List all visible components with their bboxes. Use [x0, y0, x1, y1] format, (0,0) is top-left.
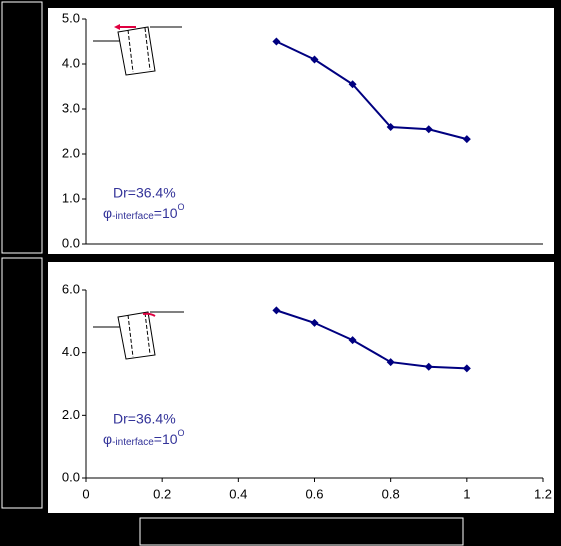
- y-tick-label: 5.0: [62, 10, 80, 25]
- x-tick-label: 0.6: [305, 486, 323, 501]
- data-point: [272, 306, 281, 315]
- sketch: [93, 24, 182, 76]
- annotation-part: =10: [154, 205, 178, 221]
- annotation-part: φ: [103, 431, 112, 447]
- x-label-box: [139, 517, 464, 546]
- annotation: Dr=36.4%: [113, 411, 176, 427]
- data-point: [424, 362, 433, 371]
- y-tick-label: 2.0: [62, 407, 80, 422]
- data-line: [275, 40, 468, 141]
- y-tick-label: 6.0: [62, 281, 80, 296]
- annotation-part: O: [178, 202, 185, 212]
- annotation: φ-interface=10O: [103, 428, 185, 447]
- data-line: [276, 309, 467, 370]
- data-point: [386, 123, 395, 131]
- x-tick-label: 0: [82, 486, 89, 501]
- y-tick-label: 0.0: [62, 469, 80, 484]
- data-point: [348, 80, 357, 89]
- annotation: Dr=36.4%: [113, 185, 176, 201]
- y-tick-label: 0.0: [62, 235, 80, 250]
- annotation: φ-interface=10O: [103, 202, 185, 221]
- y-tick-label: 4.0: [62, 55, 80, 70]
- y-label-box: [1, 257, 43, 509]
- annotation-part: φ: [103, 205, 112, 221]
- annotation-part: -interface: [112, 437, 154, 448]
- y-label-box: [1, 1, 43, 254]
- annotation-part: -interface: [112, 211, 154, 222]
- panel: [48, 262, 554, 513]
- y-tick-label: 4.0: [62, 344, 80, 359]
- y-tick-label: 3.0: [62, 100, 80, 115]
- panel: [48, 8, 554, 254]
- data-point: [424, 125, 433, 134]
- annotation-part: O: [178, 428, 185, 438]
- x-tick-label: 0.4: [229, 486, 247, 501]
- data-point: [348, 336, 357, 345]
- data-point: [310, 318, 319, 327]
- sketch: [93, 311, 184, 360]
- data-point: [272, 37, 281, 46]
- data-point: [462, 135, 471, 144]
- y-tick-label: 1.0: [62, 190, 80, 205]
- annotation-part: =10: [154, 431, 178, 447]
- x-tick-label: 0.2: [153, 486, 171, 501]
- x-tick-label: 1: [463, 486, 470, 501]
- data-point: [310, 55, 319, 64]
- data-point: [386, 358, 395, 367]
- y-tick-label: 2.0: [62, 145, 80, 160]
- x-tick-label: 0.8: [382, 486, 400, 501]
- data-point: [462, 364, 471, 373]
- x-tick-label: 1.2: [534, 486, 552, 501]
